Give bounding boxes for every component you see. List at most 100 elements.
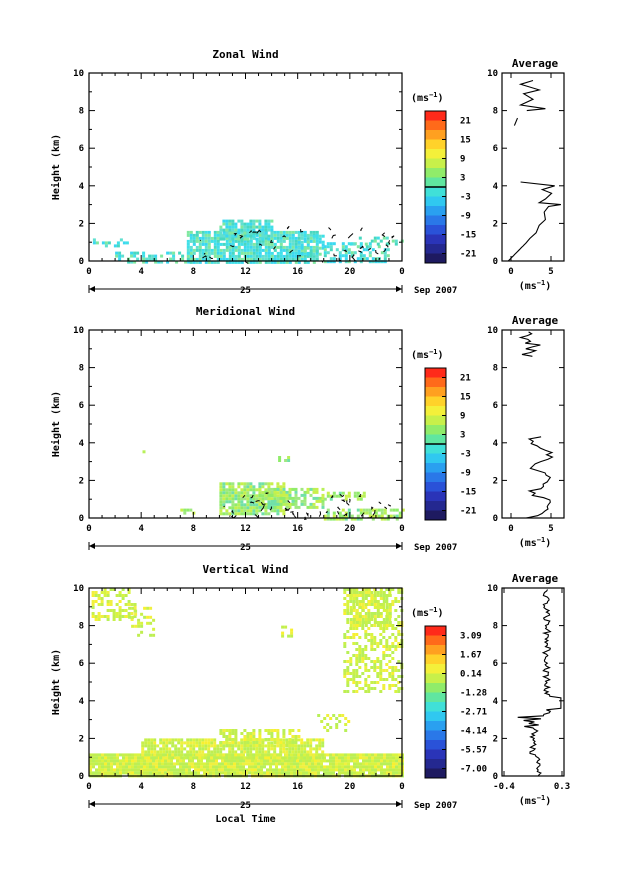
heatmap-cell (201, 233, 205, 237)
heatmap-cell (237, 741, 241, 745)
heatmap-cell (347, 720, 351, 723)
heatmap-cell (225, 753, 229, 757)
colorbar-segment (425, 139, 446, 150)
heatmap-cell (231, 242, 235, 246)
heatmap-cell (113, 759, 116, 763)
heatmap-cell (186, 508, 190, 512)
heatmap-cell (318, 747, 322, 751)
x-tick-label: 12 (240, 782, 251, 792)
heatmap-cell (352, 588, 356, 591)
heatmap-cell (392, 765, 395, 769)
heatmap-cell (261, 237, 265, 241)
heatmap-cell (361, 603, 365, 606)
heatmap-cell (282, 496, 286, 500)
heatmap-cell (219, 242, 223, 246)
heatmap-cell (219, 750, 223, 754)
heatmap-cell (389, 759, 392, 763)
heatmap-cell (192, 257, 196, 261)
heatmap-cell (228, 500, 232, 504)
heatmap-cell (234, 236, 238, 240)
heatmap-cell (115, 251, 119, 255)
heatmap-cell (195, 233, 199, 237)
heatmap-cell (264, 488, 268, 492)
heatmap-cell (216, 747, 220, 751)
heatmap-cell (299, 759, 302, 763)
heatmap-cell (118, 594, 122, 597)
heatmap-cell (263, 759, 266, 763)
heatmap-cell (288, 756, 292, 760)
heatmap-cell (255, 237, 259, 241)
contour-line (223, 505, 225, 508)
heatmap-cell (255, 500, 259, 504)
heatmap-cell (288, 493, 292, 497)
heatmap-cell (264, 242, 268, 246)
heatmap-cell (176, 759, 179, 763)
heatmap-cell (255, 497, 259, 501)
colorbar-tick-label: -3 (460, 450, 471, 460)
heatmap-cell (346, 672, 350, 675)
heatmap-cell (243, 738, 247, 741)
average-profile-line (518, 79, 546, 112)
colorbar-segment (425, 664, 446, 674)
heatmap-cell (231, 228, 235, 232)
heatmap-cell (344, 494, 348, 498)
heatmap-cell (246, 503, 250, 507)
heatmap-cell (246, 497, 250, 501)
heatmap-cell (174, 750, 178, 754)
heatmap-cell (376, 657, 380, 660)
heatmap-cell (291, 729, 295, 732)
heatmap-cell (127, 591, 131, 594)
heatmap-cell (388, 621, 392, 624)
heatmap-cell (352, 591, 356, 594)
heatmap-cell (297, 246, 301, 250)
heatmap-cell (192, 239, 196, 243)
heatmap-cell (359, 251, 363, 255)
heatmap-cell (258, 222, 262, 226)
heatmap-cell (352, 675, 356, 678)
heatmap-cell (234, 512, 238, 516)
heatmap-cell (213, 233, 217, 237)
heatmap-cell (367, 627, 371, 630)
day-span-arrow-right (396, 801, 402, 807)
heatmap-cell (228, 222, 232, 226)
heatmap-cell (152, 618, 156, 622)
heatmap-cell (367, 684, 371, 687)
heatmap-cell (302, 768, 305, 772)
heatmap-cell (379, 642, 383, 645)
heatmap-cell (370, 681, 374, 684)
heatmap-cell (300, 487, 304, 491)
heatmap-cell (388, 645, 392, 648)
heatmap-cell (198, 239, 202, 243)
heatmap-cell (358, 636, 362, 639)
heatmap-cell (276, 509, 280, 513)
heatmap-cell (315, 738, 319, 742)
heatmap-cell (142, 254, 146, 258)
heatmap-cell (320, 768, 323, 772)
heatmap-cell (245, 768, 248, 772)
heatmap-cell (350, 517, 354, 521)
heatmap-cell (391, 627, 395, 630)
heatmap-cell (240, 500, 244, 504)
heatmap-cell (95, 759, 98, 763)
heatmap-cell (240, 756, 244, 760)
heatmap-cell (204, 753, 208, 757)
heatmap-cell (143, 615, 147, 619)
heatmap-cell (234, 509, 238, 513)
heatmap-cell (192, 747, 196, 751)
heatmap-cell (315, 747, 319, 751)
colorbar-segment (425, 491, 446, 502)
contour-line (330, 495, 334, 499)
heatmap-cell (222, 254, 226, 258)
heatmap-cell (397, 660, 401, 663)
heatmap-cell (236, 759, 239, 763)
heatmap-cell (185, 765, 188, 769)
heatmap-cell (361, 624, 365, 627)
heatmap-cell (234, 503, 238, 507)
heatmap-cell (368, 508, 372, 512)
heatmap-cell (359, 765, 362, 769)
heatmap-cell (140, 630, 144, 634)
heatmap-cell (279, 236, 283, 240)
heatmap-cell (252, 494, 256, 498)
heatmap-cell (239, 762, 242, 766)
heatmap-cell (234, 506, 238, 510)
